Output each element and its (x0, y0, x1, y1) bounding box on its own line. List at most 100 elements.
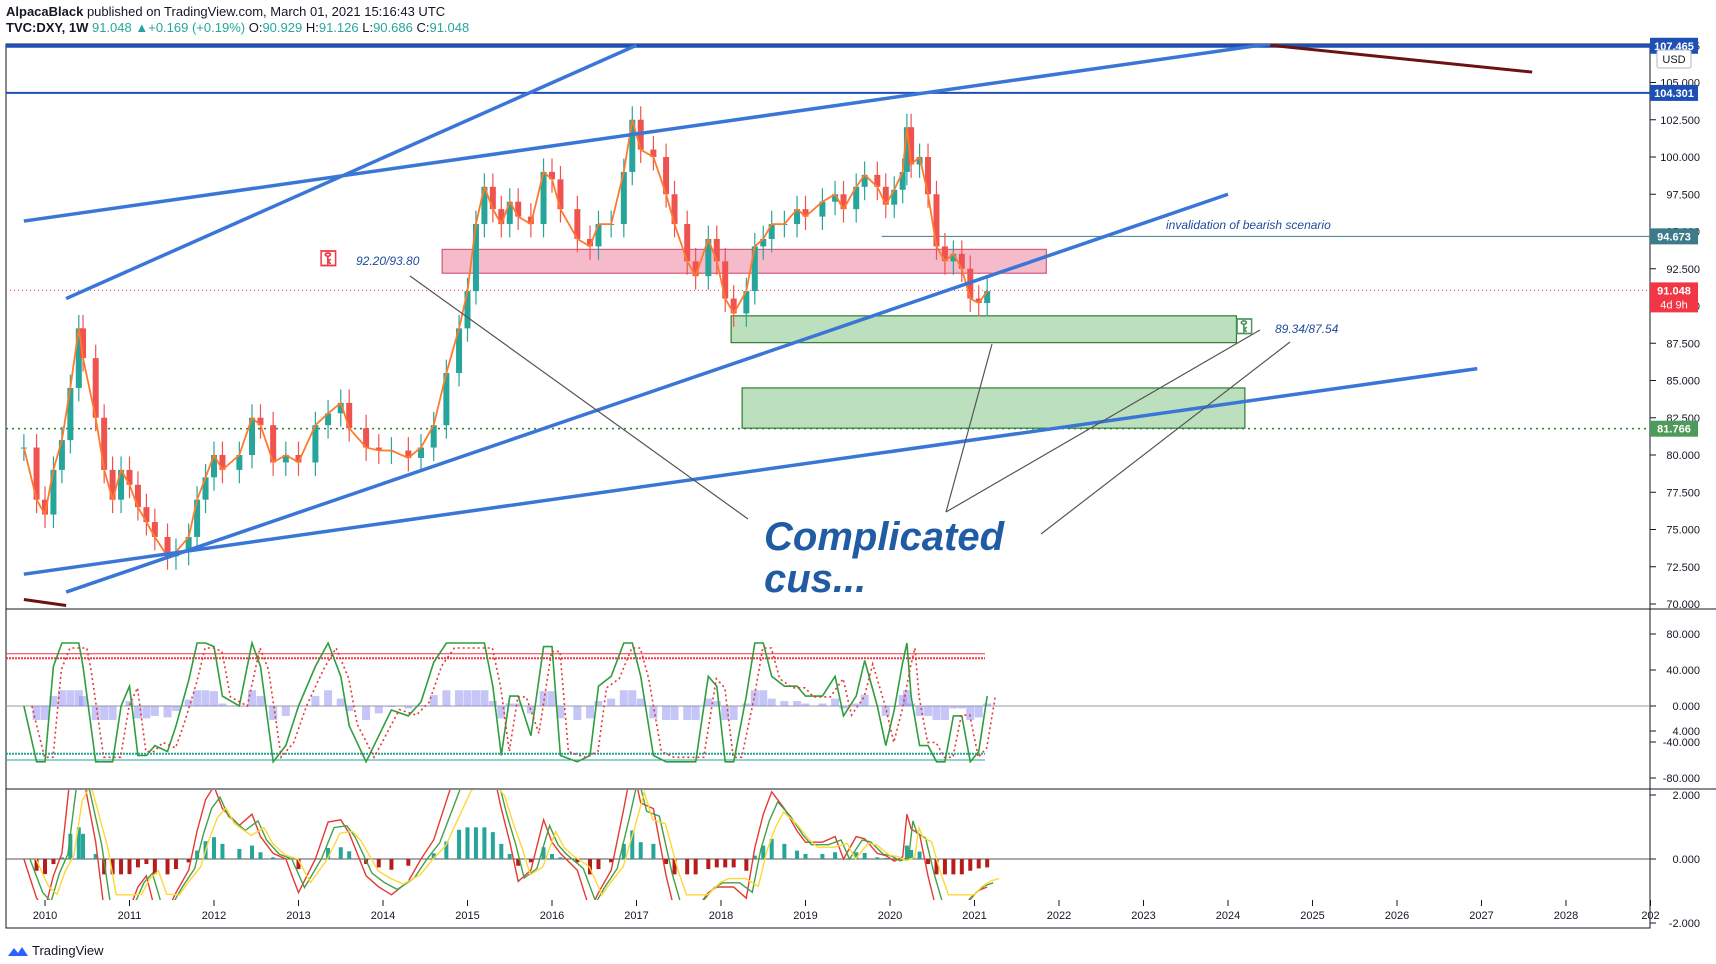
macd-hist-bar (258, 852, 263, 859)
osc-hist-bar (108, 706, 117, 720)
candle-body (794, 209, 801, 225)
annotation-big-text-line2: cus... (764, 557, 866, 601)
candle-body (515, 201, 522, 217)
macd-hist-bar (621, 843, 626, 859)
macd-hist-bar (490, 832, 495, 859)
macd-hist-bar (93, 853, 98, 859)
candle-body (405, 450, 412, 458)
osc-hist-bar (150, 706, 159, 716)
symbol-label: TVC:DXY, 1W (6, 20, 89, 35)
osc-hist-bar (201, 690, 210, 706)
macd-hist-bar (558, 857, 563, 859)
candle-body (185, 536, 192, 552)
candle-body (722, 261, 729, 299)
macd-hist-bar (609, 859, 614, 863)
candle-body (692, 261, 699, 277)
candle-body (671, 194, 678, 225)
macd-hist-bar (457, 829, 462, 859)
candle-body (456, 328, 463, 374)
osc-hist-bar (374, 706, 383, 714)
osc-tick-label: -40.000 (1663, 737, 1700, 749)
x-tick-label: 2024 (1216, 910, 1240, 922)
macd-hist-bar (296, 859, 301, 870)
low-value: 90.686 (373, 20, 413, 35)
macd-line-yellow (35, 790, 1000, 897)
osc-hist-bar (949, 706, 958, 709)
candle-body (418, 447, 425, 458)
macd-hist-bar (76, 827, 81, 859)
macd-hist-bar (102, 859, 107, 875)
candle-body (295, 455, 302, 463)
osc-hist-bar (898, 695, 907, 706)
candle-body (257, 417, 264, 426)
x-tick-label: 2019 (793, 910, 817, 922)
x-tick-label: 2023 (1131, 910, 1155, 922)
author-name[interactable]: AlpacaBlack (6, 4, 84, 19)
x-tick-label: 2022 (1047, 910, 1071, 922)
macd-hist-bar (761, 845, 766, 859)
candle-body (705, 238, 712, 277)
macd-hist-bar (820, 853, 825, 859)
y-tick-label: 77.500 (1666, 487, 1700, 499)
candle-body (443, 373, 450, 426)
macd-hist-bar (326, 847, 331, 859)
osc-hist-bar (218, 703, 227, 706)
y-tick-label: 97.500 (1666, 189, 1700, 201)
y-tick-label: 85.000 (1666, 376, 1700, 388)
macd-hist-bar (165, 859, 170, 875)
macd-hist-bar (575, 859, 580, 863)
macd-line-red (23, 790, 988, 900)
osc-hist-bar (793, 701, 802, 706)
tradingview-logo-icon (8, 946, 28, 956)
macd-hist-bar (875, 857, 880, 859)
candle-body (126, 469, 133, 485)
macd-hist-bar (782, 843, 787, 859)
osc-hist-bar (860, 694, 869, 706)
candle-body (574, 209, 581, 239)
candle-body (325, 413, 332, 426)
macd-pane[interactable] (6, 753, 1650, 910)
x-tick-label: 202 (1641, 910, 1659, 922)
candle-body (958, 253, 965, 269)
macd-hist-bar (723, 859, 728, 868)
macd-hist-bar (883, 857, 888, 859)
osc-hist-bar (742, 703, 751, 706)
candle-body (481, 186, 488, 225)
macd-hist-bar (237, 848, 242, 859)
annotation-pointer-0 (409, 275, 749, 520)
currency-label: USD (1662, 54, 1685, 66)
currency-badge[interactable] (1656, 49, 1692, 69)
y-tick-label: 87.500 (1666, 338, 1700, 350)
macd-hist-bar (541, 847, 546, 859)
macd-hist-bar (473, 827, 478, 859)
macd-hist-bar (596, 859, 601, 870)
candle-body (236, 455, 243, 470)
trendline-5 (23, 598, 67, 607)
candle-body (629, 119, 636, 172)
osc-hist-bar (704, 698, 713, 706)
candle-body (819, 201, 826, 217)
main-price-pane[interactable] (6, 44, 1650, 607)
macd-hist-bar (444, 841, 449, 859)
osc-hist-bar (818, 703, 827, 706)
candle-body (219, 455, 226, 470)
candle-body (337, 402, 344, 414)
macd-hist-bar (465, 827, 470, 859)
brand-name[interactable]: TradingView (32, 943, 104, 958)
macd-hist-bar (959, 859, 964, 875)
macd-hist-bar (550, 853, 554, 859)
oscillator-pane[interactable] (6, 640, 1650, 764)
macd-hist-bar (68, 833, 73, 859)
candle-body (164, 536, 171, 557)
x-tick-label: 2011 (118, 910, 142, 922)
candle-body (802, 209, 809, 217)
axes: 70.00072.50075.00077.50080.00082.50085.0… (33, 41, 1700, 930)
osc-hist-bar (932, 706, 941, 720)
macd-hist-bar (854, 852, 859, 859)
candle-body (489, 186, 496, 210)
candle-body (663, 157, 670, 195)
candle-body (713, 238, 720, 262)
osc-hist-bar (269, 706, 278, 720)
macd-hist-bar (803, 853, 808, 859)
